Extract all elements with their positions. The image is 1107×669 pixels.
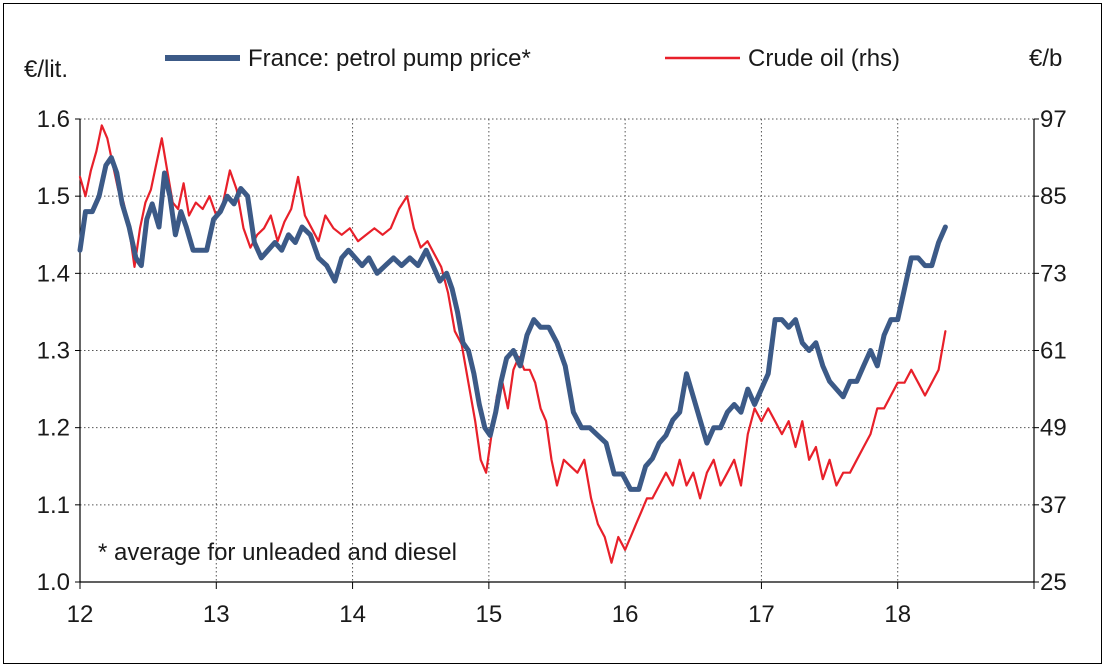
left-axis-unit: €/lit. xyxy=(24,56,68,83)
y-right-tick-label: 25 xyxy=(1040,569,1067,596)
y-right-tick-label: 85 xyxy=(1040,183,1067,210)
y-left-tick-label: 1.4 xyxy=(37,260,70,287)
y-left-tick-label: 1.6 xyxy=(37,106,70,133)
y-right-tick-label: 73 xyxy=(1040,260,1067,287)
y-left-tick-label: 1.0 xyxy=(37,569,70,596)
series-line-crude-oil xyxy=(78,124,947,564)
x-tick-label: 16 xyxy=(612,601,639,628)
chart-annotation: * average for unleaded and diesel xyxy=(98,539,457,566)
y-left-tick-label: 1.2 xyxy=(37,415,70,442)
x-tick-label: 13 xyxy=(203,601,230,628)
y-right-tick-label: 37 xyxy=(1040,492,1067,519)
tick-labels: 1.0 1.1 1.2 1.3 1.4 1.5 1.6 25 37 49 61 73 85 97 12 13 1… xyxy=(37,106,1067,628)
axes xyxy=(75,118,1039,589)
chart-frame xyxy=(3,3,1102,664)
grid-lines xyxy=(80,118,1034,582)
y-right-tick-label: 61 xyxy=(1040,338,1067,365)
series-line-france-pump-price xyxy=(77,155,948,492)
legend-label-france: France: petrol pump price* xyxy=(248,45,531,72)
x-tick-label: 15 xyxy=(476,601,503,628)
y-left-tick-label: 1.3 xyxy=(37,338,70,365)
y-right-tick-label: 49 xyxy=(1040,415,1067,442)
x-tick-label: 17 xyxy=(748,601,775,628)
series-layer xyxy=(77,124,948,564)
right-axis-unit: €/b xyxy=(1029,45,1062,72)
y-left-tick-label: 1.5 xyxy=(37,183,70,210)
y-right-tick-label: 97 xyxy=(1040,106,1067,133)
x-tick-label: 14 xyxy=(339,601,366,628)
legend-label-crude: Crude oil (rhs) xyxy=(748,45,900,72)
y-left-tick-label: 1.1 xyxy=(37,492,70,519)
x-tick-label: 12 xyxy=(67,601,94,628)
x-tick-label: 18 xyxy=(884,601,911,628)
